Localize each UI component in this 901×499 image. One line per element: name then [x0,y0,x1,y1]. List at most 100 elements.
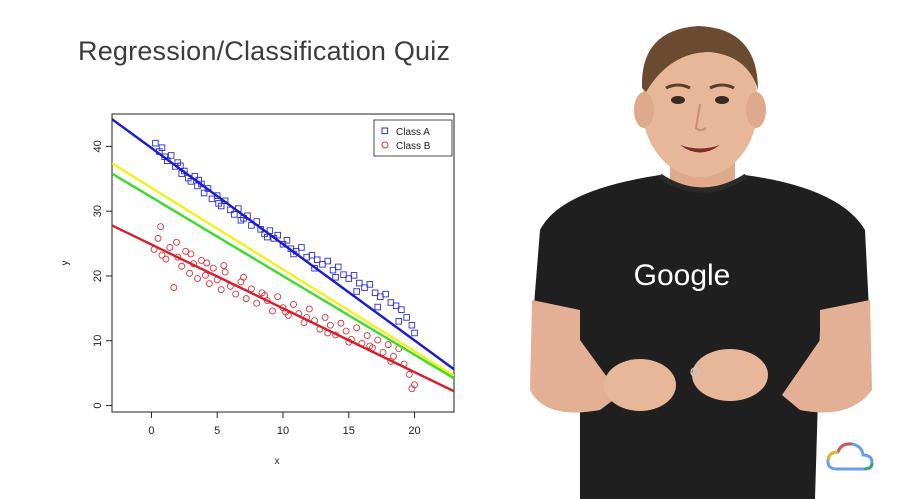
class-a-point [403,314,410,321]
class-b-point [220,262,228,270]
regression-line-yellow [112,162,454,377]
class-b-point [305,305,313,313]
class-b-point [205,280,213,288]
class-b-point [194,275,201,282]
x-tick-label: 5 [214,425,220,437]
class-a-point [248,222,255,229]
class-b-point [186,269,194,277]
class-a-point [215,200,222,207]
class-a-point [329,266,337,274]
class-b-point [201,271,209,279]
class-a-point [356,279,363,287]
legend [373,119,453,157]
class-a-point [366,281,374,288]
presenter-shirt [532,175,870,499]
class-a-point [392,302,400,310]
class-a-point [395,318,403,325]
class-b-point [363,332,371,340]
y-tick-label: 20 [92,270,104,282]
class-b-point [203,259,211,267]
class-b-point [237,278,245,286]
shirt-logo-text: Google [634,259,731,292]
class-b-point [366,342,374,350]
x-tick-label: 15 [343,425,355,437]
y-tick-label: 10 [92,335,104,347]
regression-line-green [112,172,454,380]
class-a-point [298,244,305,251]
class-b-point [337,319,345,327]
class-b-point [269,307,276,315]
class-a-point [408,321,416,329]
x-axis-label: x [275,456,280,467]
plot-area [112,118,454,393]
class-b-point [170,284,178,292]
class-b-point [326,321,334,329]
class-a-point [308,251,316,259]
y-tick-label: 40 [92,140,104,152]
class-a-point [279,240,287,248]
class-a-point [353,288,360,295]
class-a-point [382,290,389,298]
class-a-point [371,289,379,297]
class-b-point [221,268,229,276]
class-b-point [154,234,162,242]
class-b-point [173,238,180,246]
class-b-point [321,313,329,321]
class-b-point [178,262,186,270]
class-b-point [157,223,165,231]
ring-icon [690,367,700,377]
class-a-point [411,329,418,337]
slide-title: Regression/Classification Quiz [78,36,451,66]
regression-line-red [112,224,454,393]
class-b-point [374,336,382,344]
class-b-point [353,324,361,332]
presenter-ear-left [634,92,654,128]
legend-marker-class-b [381,141,389,149]
x-tick-label: 0 [148,425,154,437]
presenter-right-hand [692,349,768,401]
class-a-point [387,299,395,306]
class-b-point [242,295,250,303]
presenter-left-arm [530,300,620,413]
chart-svg: 0 5 10 15 20 0 10 20 30 40 x y Class A Class B [60,113,455,467]
class-a-point [187,178,195,185]
class-a-point [350,272,358,279]
class-a-point [398,306,405,313]
class-b-point [274,293,282,301]
class-b-point [253,299,261,307]
class-a-point [377,293,384,300]
class-a-point [324,257,331,265]
class-a-point [340,271,347,278]
class-a-point [237,216,245,224]
presenter-ear-right [746,92,766,128]
class-b-point [408,385,416,393]
class-b-point [166,244,174,251]
class-b-point [240,273,247,281]
class-a-point [158,144,166,151]
presenter-right-arm [782,300,872,413]
class-a-point [208,195,216,203]
class-a-point [334,263,342,271]
class-a-point [361,284,368,291]
x-tick-label: 20 [408,425,420,437]
class-b-point [405,370,413,378]
class-b-point [342,327,350,335]
class-b-point [187,250,195,258]
class-a-point [374,303,381,311]
legend-label-class-a: Class A [396,127,430,138]
presenter-illustration: Google [530,26,872,499]
presenter-left-hand [604,359,676,411]
class-a-point [319,261,326,268]
scatter-chart: 0 5 10 15 20 0 10 20 30 40 x y Class A Class B [56,106,466,478]
class-b-point [217,286,225,294]
class-b-point [162,255,170,263]
shirt-collar [658,173,748,193]
class-a-point [345,275,353,282]
presenter-eye-right [715,96,729,104]
y-tick-label: 0 [92,402,104,408]
class-a-point [313,256,321,264]
presenter-eye-left [671,96,685,104]
presenter-hair [641,26,758,92]
class-a-point [167,152,175,159]
class-b-point [209,264,217,272]
